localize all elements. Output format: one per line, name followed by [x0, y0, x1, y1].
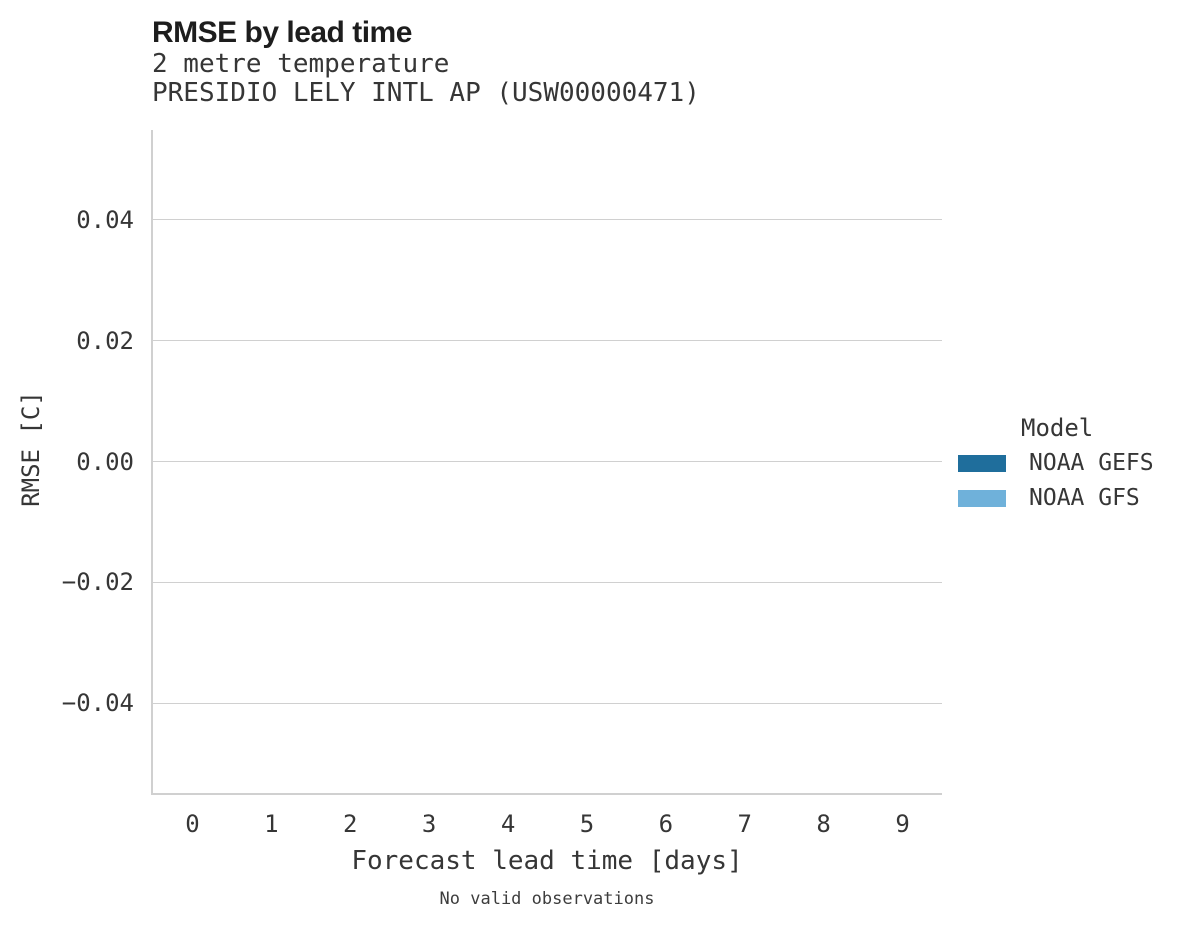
- x-tick-label: 7: [737, 810, 752, 838]
- legend-item-noaa-gefs: NOAA GEFS: [958, 450, 1154, 476]
- y-tick-label: 0.04: [76, 205, 134, 234]
- legend-label: NOAA GEFS: [1029, 450, 1154, 476]
- y-tick-label: −0.02: [61, 568, 134, 597]
- legend-swatch-icon: [958, 454, 1006, 472]
- title-block: RMSE by lead time 2 metre temperature PR…: [152, 16, 700, 108]
- chart-caption: No valid observations: [439, 889, 655, 909]
- gridline-y-−0.02: [153, 581, 942, 583]
- y-tick-label: 0.00: [76, 447, 134, 476]
- x-tick-label: 0: [185, 810, 200, 838]
- gridline-y-−0.04: [153, 702, 942, 704]
- chart-subtitle-variable: 2 metre temperature: [152, 49, 450, 79]
- x-tick-label: 3: [421, 810, 437, 838]
- legend-title: Model: [1021, 414, 1094, 442]
- legend-item-noaa-gfs: NOAA GFS: [958, 485, 1140, 511]
- gridline-y-0.02: [153, 340, 942, 341]
- x-tick-label: 1: [264, 810, 279, 838]
- x-tick-label: 9: [895, 810, 910, 838]
- x-tick-label: 2: [343, 810, 358, 838]
- x-axis-title: Forecast lead time [days]: [351, 846, 743, 876]
- plot-area: [151, 130, 942, 795]
- legend-label: NOAA GFS: [1029, 485, 1140, 511]
- x-tick-label: 6: [658, 810, 674, 838]
- x-tick-label: 8: [816, 810, 831, 838]
- chart-subtitle-station: PRESIDIO LELY INTL AP (USW00000471): [152, 78, 700, 108]
- x-tick-label: 5: [579, 810, 595, 838]
- chart-title: RMSE by lead time: [152, 16, 412, 49]
- x-tick-label: 4: [500, 810, 516, 838]
- y-tick-label: 0.02: [76, 326, 134, 355]
- y-tick-label: −0.04: [61, 689, 134, 718]
- gridline-y-0.00: [153, 461, 942, 462]
- gridline-y-0.04: [153, 219, 942, 221]
- legend-swatch-icon: [958, 489, 1006, 507]
